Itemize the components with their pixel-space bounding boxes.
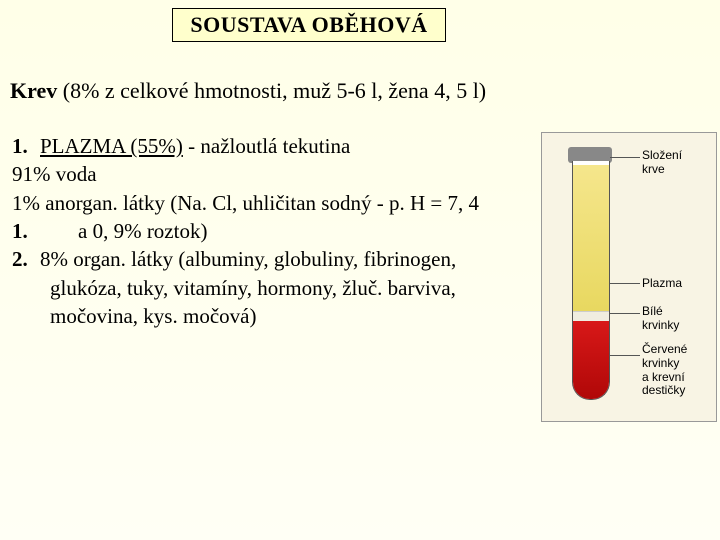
blood-composition-image: Složeníkrve Plazma Bílékrvinky Červenékr… [541,132,717,422]
tube-body [572,161,610,400]
red-cells-layer [573,321,609,399]
list-num-2: 2. [12,245,40,273]
list-num-1: 1. [12,132,40,160]
pointer-line [610,283,640,284]
label-white-cells: Bílékrvinky [642,305,679,333]
label-plasma: Plazma [642,277,682,291]
line-2: 91% voda [12,160,479,188]
line-7: močovina, kys. močová) [50,302,256,330]
plasma-label: PLAZMA (55%) [40,134,183,158]
subtitle: Krev (8% z celkové hmotnosti, muž 5-6 l,… [10,78,486,104]
line1-rest: - nažloutlá tekutina [183,134,350,158]
title-box: SOUSTAVA OBĚHOVÁ [172,8,446,42]
subtitle-rest: (8% z celkové hmotnosti, muž 5-6 l, žena… [57,78,486,103]
pointer-line [610,355,640,356]
line-5: 8% organ. látky (albuminy, globuliny, fi… [40,247,456,271]
list-num-1b: 1. [12,217,40,245]
content-block: 1.PLAZMA (55%) - nažloutlá tekutina 91% … [12,132,479,330]
page-title: SOUSTAVA OBĚHOVÁ [190,12,427,38]
label-red-cells: Červenékrvinkya krevnídestičky [642,343,687,398]
label-composition: Složeníkrve [642,149,682,177]
line-3: 1% anorgan. látky (Na. Cl, uhličitan sod… [12,189,479,217]
pointer-line [610,313,640,314]
test-tube [570,147,610,407]
pointer-line [610,157,640,158]
subtitle-bold: Krev [10,78,57,103]
line-4: a 0, 9% roztok) [78,217,207,245]
line-6: glukóza, tuky, vitamíny, hormony, žluč. … [50,274,456,302]
plasma-layer [573,165,609,311]
